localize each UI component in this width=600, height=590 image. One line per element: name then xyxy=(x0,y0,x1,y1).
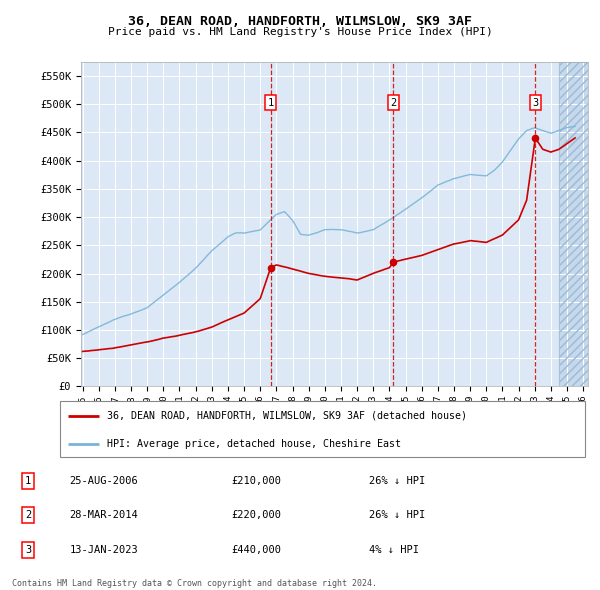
Text: Price paid vs. HM Land Registry's House Price Index (HPI): Price paid vs. HM Land Registry's House … xyxy=(107,27,493,37)
Bar xyxy=(559,62,588,386)
Text: HPI: Average price, detached house, Cheshire East: HPI: Average price, detached house, Ches… xyxy=(107,439,401,449)
Text: 2: 2 xyxy=(25,510,31,520)
Text: 3: 3 xyxy=(532,97,538,107)
Text: Contains HM Land Registry data © Crown copyright and database right 2024.
This d: Contains HM Land Registry data © Crown c… xyxy=(12,579,377,590)
Text: £220,000: £220,000 xyxy=(231,510,281,520)
Text: 3: 3 xyxy=(25,545,31,555)
Bar xyxy=(559,62,588,386)
Text: 1: 1 xyxy=(25,476,31,486)
Text: 36, DEAN ROAD, HANDFORTH, WILMSLOW, SK9 3AF: 36, DEAN ROAD, HANDFORTH, WILMSLOW, SK9 … xyxy=(128,15,472,28)
Text: 26% ↓ HPI: 26% ↓ HPI xyxy=(369,476,425,486)
Text: 28-MAR-2014: 28-MAR-2014 xyxy=(70,510,139,520)
FancyBboxPatch shape xyxy=(60,401,585,457)
Text: 13-JAN-2023: 13-JAN-2023 xyxy=(70,545,139,555)
Text: 2: 2 xyxy=(390,97,397,107)
Text: 36, DEAN ROAD, HANDFORTH, WILMSLOW, SK9 3AF (detached house): 36, DEAN ROAD, HANDFORTH, WILMSLOW, SK9 … xyxy=(107,411,467,421)
Text: 4% ↓ HPI: 4% ↓ HPI xyxy=(369,545,419,555)
Text: 26% ↓ HPI: 26% ↓ HPI xyxy=(369,510,425,520)
Text: £440,000: £440,000 xyxy=(231,545,281,555)
Text: £210,000: £210,000 xyxy=(231,476,281,486)
Text: 25-AUG-2006: 25-AUG-2006 xyxy=(70,476,139,486)
Text: 1: 1 xyxy=(268,97,274,107)
